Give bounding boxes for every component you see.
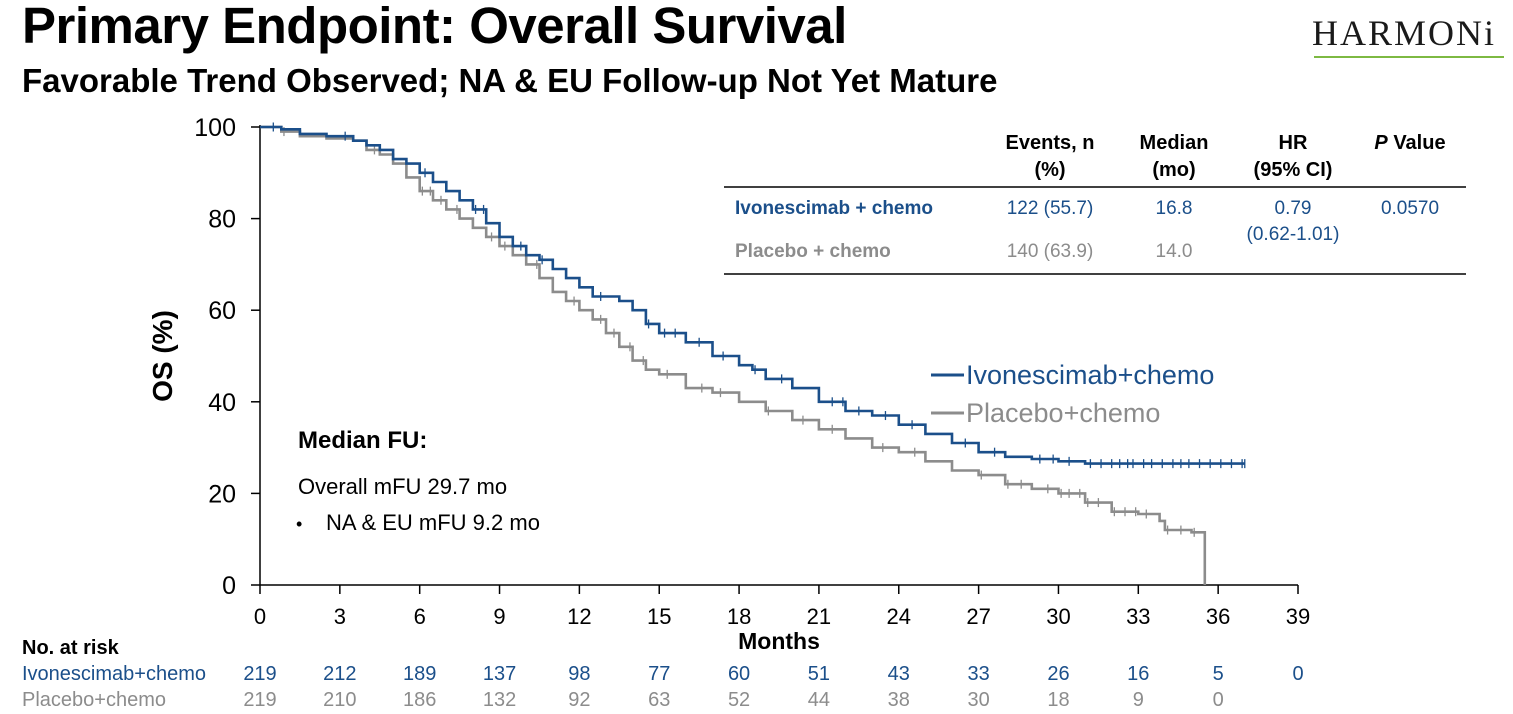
x-tick-label: 39: [1286, 604, 1310, 629]
table-cell-median: 14.0: [1156, 241, 1193, 262]
median-fu-title: Median FU:: [298, 427, 427, 454]
logo-text: HARMONi: [1312, 13, 1497, 53]
x-axis-label: Months: [738, 628, 820, 654]
at-risk-value-placebo: 92: [568, 689, 590, 711]
table-header-line1: Events, n: [1006, 132, 1095, 154]
at-risk-value-ivo: 98: [568, 663, 590, 685]
at-risk-value-ivo: 0: [1292, 663, 1303, 685]
x-tick-label: 12: [567, 604, 591, 629]
at-risk-value-ivo: 189: [403, 663, 436, 685]
x-tick-label: 30: [1046, 604, 1070, 629]
table-header-line2: (%): [1034, 159, 1065, 181]
x-tick-label: 24: [887, 604, 911, 629]
table-row-label: Placebo + chemo: [735, 241, 891, 262]
at-risk-value-ivo: 77: [648, 663, 670, 685]
at-risk-value-ivo: 5: [1213, 663, 1224, 685]
at-risk-value-placebo: 0: [1213, 689, 1224, 711]
table-cell-pvalue: 0.0570: [1381, 198, 1439, 219]
at-risk-value-ivo: 16: [1127, 663, 1149, 685]
table-row-label: Ivonescimab + chemo: [735, 198, 933, 219]
at-risk-value-placebo: 219: [243, 689, 276, 711]
at-risk-value-placebo: 9: [1133, 689, 1144, 711]
at-risk-value-ivo: 26: [1047, 663, 1069, 685]
page-subtitle: Favorable Trend Observed; NA & EU Follow…: [22, 62, 998, 99]
x-tick-label: 27: [966, 604, 990, 629]
y-tick-label: 20: [208, 480, 236, 508]
legend-label-ivo: Ivonescimab+chemo: [966, 360, 1214, 390]
table-cell-hr-ci: (0.62-1.01): [1247, 224, 1340, 245]
at-risk-value-placebo: 210: [323, 689, 356, 711]
y-tick-label: 80: [208, 206, 236, 234]
at-risk-value-ivo: 219: [243, 663, 276, 685]
x-tick-label: 6: [414, 604, 426, 629]
table-header-line2: (mo): [1152, 159, 1195, 181]
x-tick-label: 21: [807, 604, 831, 629]
at-risk-value-placebo: 38: [888, 689, 910, 711]
at-risk-value-ivo: 137: [483, 663, 516, 685]
table-cell-median: 16.8: [1156, 198, 1193, 219]
median-fu-overall: Overall mFU 29.7 mo: [298, 474, 507, 499]
at-risk-value-placebo: 52: [728, 689, 750, 711]
y-axis-label: OS (%): [147, 310, 178, 402]
table-header-pvalue: P Value: [1374, 132, 1445, 154]
at-risk-value-placebo: 186: [403, 689, 436, 711]
x-tick-label: 33: [1126, 604, 1150, 629]
x-tick-label: 15: [647, 604, 671, 629]
table-cell-hr: 0.79: [1275, 198, 1312, 219]
table-header-line1: Median: [1140, 132, 1209, 154]
table-cell-events: 122 (55.7): [1007, 198, 1094, 219]
y-tick-label: 100: [194, 114, 236, 142]
at-risk-label-ivo: Ivonescimab+chemo: [22, 663, 206, 685]
table-cell-events: 140 (63.9): [1007, 241, 1094, 262]
median-fu-bullet: •: [296, 514, 302, 534]
table-header-line2: (95% CI): [1254, 159, 1333, 181]
at-risk-value-ivo: 43: [888, 663, 910, 685]
x-tick-label: 0: [254, 604, 266, 629]
y-tick-label: 0: [222, 572, 236, 600]
at-risk-value-placebo: 63: [648, 689, 670, 711]
harmoni-logo: HARMONi: [1312, 12, 1504, 58]
at-risk-value-placebo: 18: [1047, 689, 1069, 711]
at-risk-value-ivo: 212: [323, 663, 356, 685]
at-risk-label-placebo: Placebo+chemo: [22, 689, 166, 711]
at-risk-value-ivo: 51: [808, 663, 830, 685]
page-title: Primary Endpoint: Overall Survival: [22, 0, 847, 54]
logo-underline: [1314, 56, 1504, 58]
at-risk-value-ivo: 60: [728, 663, 750, 685]
x-tick-label: 3: [334, 604, 346, 629]
y-tick-label: 60: [208, 297, 236, 325]
y-tick-label: 40: [208, 389, 236, 417]
at-risk-title: No. at risk: [22, 637, 120, 659]
x-tick-label: 18: [727, 604, 751, 629]
at-risk-value-placebo: 132: [483, 689, 516, 711]
km-curve-placebo: [260, 125, 1207, 585]
at-risk-value-ivo: 33: [967, 663, 989, 685]
at-risk-value-placebo: 30: [967, 689, 989, 711]
x-tick-label: 9: [493, 604, 505, 629]
table-header-line1: HR: [1279, 132, 1308, 154]
legend-label-placebo: Placebo+chemo: [966, 398, 1160, 428]
at-risk-value-placebo: 44: [808, 689, 830, 711]
median-fu-na-eu: NA & EU mFU 9.2 mo: [326, 510, 540, 535]
x-tick-label: 36: [1206, 604, 1230, 629]
